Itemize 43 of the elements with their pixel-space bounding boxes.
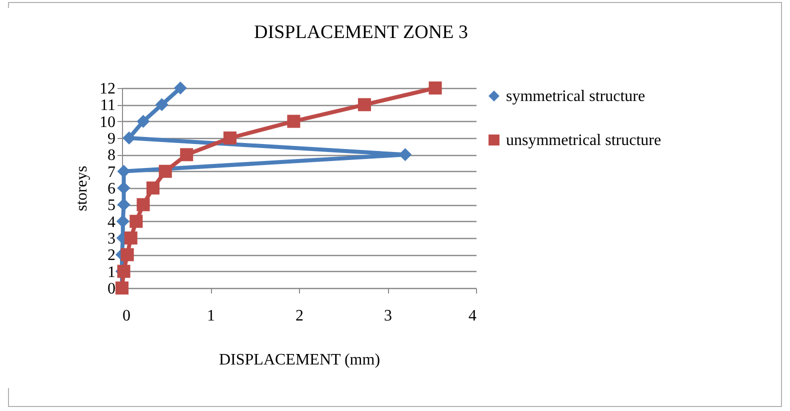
y-tick-label: 8: [108, 147, 116, 164]
point: [155, 98, 168, 112]
y-tick-label: 10: [100, 114, 116, 131]
legend-label: unsymmetrical structure: [506, 132, 662, 149]
point: [158, 164, 172, 178]
point: [122, 131, 136, 145]
y-tick-label: 1: [108, 264, 116, 281]
point: [223, 131, 236, 145]
point: [130, 214, 143, 228]
x-tick-label: 2: [296, 308, 304, 324]
y-tick-label: 4: [108, 214, 116, 231]
y-tick-label: 2: [108, 247, 116, 264]
y-tick-label: 9: [108, 130, 116, 148]
point: [124, 231, 138, 245]
y-tick-label: 7: [108, 164, 116, 181]
point: [146, 181, 160, 195]
y-tick-label: 11: [100, 97, 116, 114]
point: [174, 81, 187, 95]
point: [180, 148, 194, 162]
x-axis-title: DISPLACEMENT (mm): [218, 352, 380, 368]
y-tick-label: 0: [108, 280, 116, 298]
x-tick-label: 3: [384, 308, 392, 324]
x-tick-label: 4: [468, 308, 476, 324]
point: [117, 181, 130, 195]
point: [136, 198, 150, 212]
x-tick-label: 0: [122, 308, 130, 324]
y-tick-label: 6: [108, 180, 116, 198]
y-tick-label: 3: [108, 230, 116, 248]
point: [136, 114, 150, 128]
point: [117, 198, 130, 212]
point: [116, 214, 130, 228]
point: [287, 114, 300, 128]
point: [358, 98, 372, 112]
point: [428, 81, 442, 95]
point: [117, 164, 130, 178]
y-tick-label: 12: [100, 80, 116, 98]
point: [398, 148, 412, 162]
y-tick-label: 5: [108, 197, 116, 214]
x-tick-label: 1: [207, 308, 215, 324]
point: [120, 248, 134, 262]
chart-title: DISPLACEMENT ZONE 3: [254, 22, 468, 43]
legend-label: symmetrical structure: [506, 88, 646, 105]
y-axis-title: storeys: [74, 166, 90, 212]
